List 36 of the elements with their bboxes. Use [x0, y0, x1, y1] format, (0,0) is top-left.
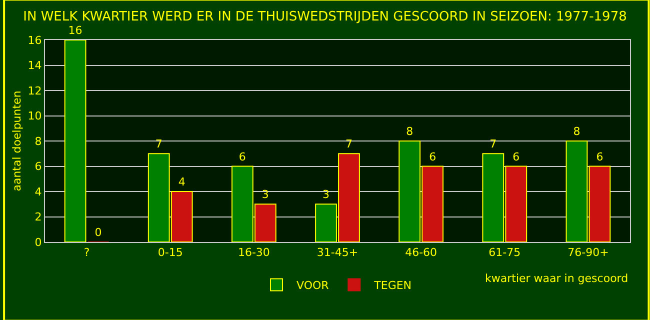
data-label: 8 — [573, 125, 580, 138]
chart-title: IN WELK KWARTIER WERD ER IN DE THUISWEDSTRIJDEN GESCOORD IN SEIZOEN: 1977-1978 — [23, 9, 627, 24]
x-axis-title: kwartier waar in gescoord — [485, 272, 628, 285]
y-tick-label: 10 — [28, 110, 42, 123]
y-tick-label: 8 — [34, 134, 42, 148]
data-label: 3 — [262, 188, 269, 202]
legend-label: VOOR — [296, 279, 330, 292]
x-tick-label: 16-30 — [238, 246, 270, 260]
y-tick-label: 6 — [34, 160, 42, 174]
x-tick-label: 46-60 — [405, 246, 438, 260]
x-tick-label: 31-45+ — [316, 246, 358, 260]
y-tick-label: 2 — [34, 210, 42, 224]
y-tick-label: 14 — [28, 59, 42, 72]
data-label: 6 — [238, 150, 246, 164]
data-label: 4 — [178, 176, 186, 188]
data-label: 6 — [429, 150, 436, 164]
data-label: 6 — [596, 150, 604, 164]
legend-label: TEGEN — [373, 279, 412, 292]
data-label: 16 — [68, 24, 82, 37]
y-tick-label: 16 — [28, 34, 42, 47]
data-label: 3 — [322, 188, 330, 202]
y-tick-label: 4 — [34, 185, 42, 198]
data-label: 8 — [406, 125, 414, 138]
data-label: 0 — [94, 226, 102, 239]
y-axis-title: aantal doelpunten — [10, 90, 24, 192]
y-tick-label: 12 — [28, 84, 42, 98]
bar — [64, 40, 86, 242]
x-tick-label: 76-90+ — [568, 246, 609, 260]
x-tick-label: 0-15 — [158, 246, 183, 260]
x-tick-label: ? — [84, 246, 90, 260]
y-tick-label: 0 — [34, 236, 42, 249]
data-label: 7 — [345, 138, 352, 151]
data-label: 6 — [512, 150, 520, 164]
x-tick-label: 61-75 — [488, 246, 521, 260]
data-label: 7 — [155, 138, 162, 151]
data-label: 7 — [490, 138, 497, 151]
